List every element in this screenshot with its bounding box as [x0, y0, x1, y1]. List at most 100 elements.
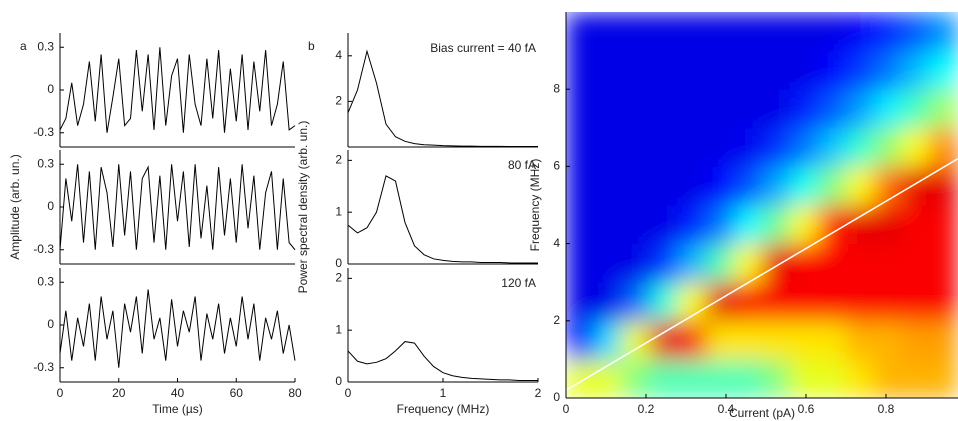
heat-cell — [650, 50, 679, 90]
heat-cell — [734, 12, 763, 52]
heat-cell — [902, 282, 931, 322]
x-tick-label: 0.2 — [638, 402, 655, 416]
heat-cell — [818, 282, 847, 322]
heat-cell — [650, 243, 679, 283]
y-tick-label: -0.3 — [33, 125, 54, 139]
heat-cell — [566, 359, 595, 398]
heat-cell — [874, 243, 903, 283]
heat-cell — [594, 282, 623, 322]
heat-cell — [706, 359, 735, 398]
heat-cell — [566, 50, 595, 90]
heat-cell — [874, 50, 903, 90]
y-axis-label: Power spectral density (arb. un.) — [296, 121, 310, 294]
heat-cell — [818, 127, 847, 167]
y-tick-label: -0.3 — [33, 242, 54, 256]
y-tick-label: 1 — [335, 322, 342, 336]
heat-cell — [566, 166, 595, 206]
x-axis-label: Time (µs) — [152, 402, 202, 416]
heat-cell — [622, 205, 651, 245]
heat-cell — [566, 127, 595, 167]
heat-cell — [762, 12, 791, 52]
y-tick-label: 2 — [335, 153, 342, 167]
heat-cell — [818, 359, 847, 398]
heat-cell — [734, 50, 763, 90]
heat-cell — [818, 166, 847, 206]
y-tick-label: 0 — [47, 199, 54, 213]
heat-cell — [930, 359, 958, 398]
heat-cell — [790, 166, 819, 206]
heat-cell — [846, 50, 875, 90]
trace — [59, 47, 296, 133]
heat-cell — [790, 205, 819, 245]
heat-cell — [678, 166, 707, 206]
x-axis-label: Frequency (MHz) — [397, 402, 490, 416]
heat-cell — [846, 12, 875, 52]
heat-cell — [650, 282, 679, 322]
heat-cell — [594, 50, 623, 90]
heat-cell — [566, 12, 595, 52]
heat-cell — [706, 205, 735, 245]
heat-cell — [930, 243, 958, 283]
heat-cell — [622, 127, 651, 167]
heat-cell — [790, 50, 819, 90]
heat-cell — [818, 89, 847, 129]
heat-cell — [706, 89, 735, 129]
y-tick-label: 0 — [335, 374, 342, 388]
annotation: 80 fA — [508, 158, 536, 172]
heat-cell — [790, 127, 819, 167]
heat-cell — [874, 359, 903, 398]
heatmap-clip — [566, 12, 958, 398]
heat-cell — [622, 50, 651, 90]
trace — [347, 49, 538, 148]
x-tick-label: 0.8 — [878, 402, 895, 416]
heat-cell — [650, 12, 679, 52]
y-tick-label: 0.3 — [37, 274, 54, 288]
heat-cell — [678, 50, 707, 90]
heat-cell — [846, 320, 875, 360]
x-axis-label: Current (pA) — [729, 406, 795, 420]
y-tick-label: 0 — [47, 82, 54, 96]
heat-cell — [594, 205, 623, 245]
heat-cell — [734, 320, 763, 360]
fit-line — [566, 158, 958, 391]
heat-cell — [762, 89, 791, 129]
heat-cell — [678, 243, 707, 283]
heat-cell — [902, 205, 931, 245]
x-tick-label: 20 — [112, 386, 126, 400]
heat-cell — [902, 359, 931, 398]
heat-cell — [818, 12, 847, 52]
x-tick-label: 60 — [230, 386, 244, 400]
heat-cell — [734, 89, 763, 129]
heat-cell — [622, 320, 651, 360]
heat-cell — [818, 50, 847, 90]
trace — [347, 175, 538, 264]
x-tick-label: 80 — [288, 386, 302, 400]
x-tick-label: 2 — [535, 386, 542, 400]
heat-cell — [902, 243, 931, 283]
heat-cell — [762, 127, 791, 167]
y-tick-label: 0 — [553, 390, 560, 404]
heat-cell — [734, 205, 763, 245]
heat-cell — [790, 282, 819, 322]
heat-cell — [734, 359, 763, 398]
y-tick-label: -0.3 — [33, 360, 54, 374]
x-tick-label: 0.6 — [798, 402, 815, 416]
y-tick-label: 2 — [335, 94, 342, 108]
heat-cell — [678, 89, 707, 129]
heat-cell — [790, 320, 819, 360]
y-tick-label: 1 — [335, 204, 342, 218]
heat-cell — [902, 12, 931, 52]
heat-cell — [622, 282, 651, 322]
heat-cell — [762, 166, 791, 206]
heat-cell — [902, 127, 931, 167]
heat-cell — [762, 359, 791, 398]
x-tick-label: 0 — [345, 386, 352, 400]
heat-cell — [930, 127, 958, 167]
heat-cell — [594, 12, 623, 52]
heat-cell — [790, 89, 819, 129]
y-tick-label: 4 — [553, 236, 560, 250]
heat-cell — [622, 359, 651, 398]
heat-cell — [874, 205, 903, 245]
heat-cell — [874, 89, 903, 129]
